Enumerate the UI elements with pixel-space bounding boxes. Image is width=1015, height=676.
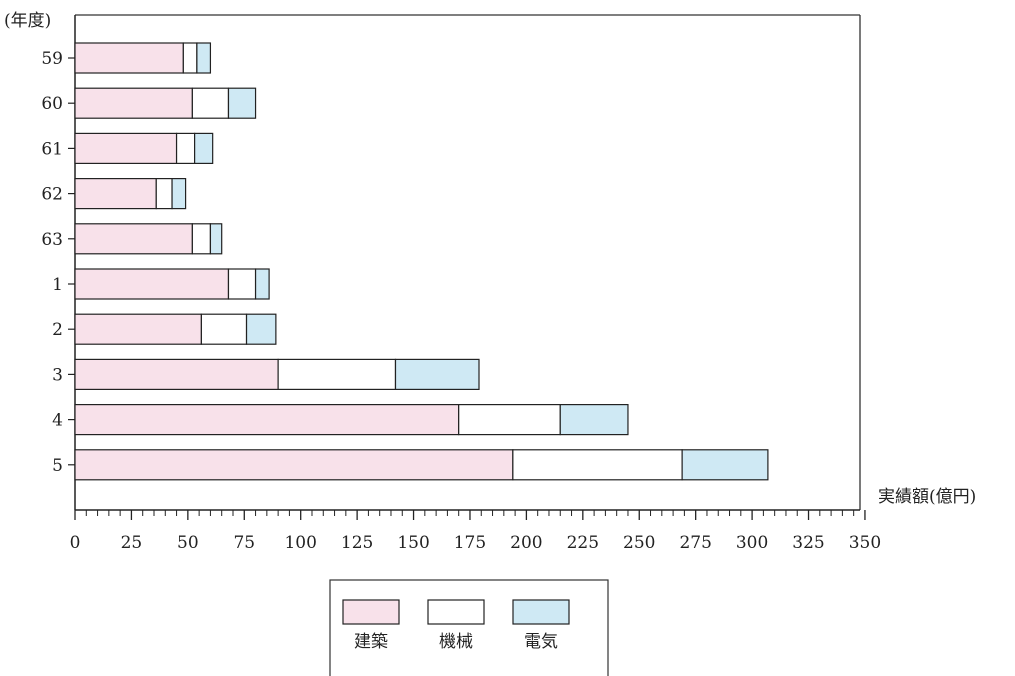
legend-box (329, 579, 609, 676)
legend-label-1: 機械 (439, 632, 473, 652)
bar-4-series-0 (74, 404, 460, 436)
bars (74, 42, 769, 481)
bar-59-series-1 (182, 42, 198, 74)
x-tick-label-150: 150 (397, 533, 429, 553)
bar-62-series-2 (171, 178, 187, 210)
x-tick-label-75: 75 (233, 533, 255, 553)
bar-3-series-1 (277, 358, 397, 390)
x-tick-label-125: 125 (341, 533, 373, 553)
bar-5-series-2 (681, 449, 769, 481)
bar-4-series-2 (559, 404, 629, 436)
y-axis-title: (年度) (4, 11, 51, 31)
legend-swatch-0 (342, 599, 400, 625)
y-tick-label-60: 60 (41, 94, 63, 114)
bar-61-series-2 (194, 132, 214, 164)
bar-2-series-0 (74, 313, 202, 345)
bar-5-series-1 (512, 449, 683, 481)
x-tick-label-250: 250 (623, 533, 655, 553)
legend-swatch-1 (427, 599, 485, 625)
y-tick-label-62: 62 (41, 185, 63, 205)
bar-60-series-0 (74, 87, 193, 119)
x-axis-title: 実績額(億円) (878, 487, 976, 507)
bar-60-series-2 (227, 87, 257, 119)
bar-62-series-0 (74, 178, 157, 210)
bar-60-series-1 (191, 87, 230, 119)
y-tick-label-63: 63 (41, 230, 63, 250)
x-tick-label-325: 325 (792, 533, 824, 553)
bar-5-series-0 (74, 449, 514, 481)
bar-63-series-2 (209, 223, 223, 255)
bar-62-series-1 (155, 178, 173, 210)
bar-3-series-0 (74, 358, 279, 390)
y-axis: 59 60 61 62 63 1 2 3 4 5 (41, 49, 75, 476)
x-tick-label-0: 0 (70, 533, 81, 553)
x-tick-label-350: 350 (849, 533, 881, 553)
x-tick-label-275: 275 (679, 533, 711, 553)
x-tick-label-300: 300 (736, 533, 768, 553)
x-tick-label-50: 50 (177, 533, 199, 553)
y-tick-label-61: 61 (41, 139, 63, 159)
y-tick-label-1: 1 (52, 275, 63, 295)
y-tick-label-5: 5 (52, 456, 63, 476)
bar-59-series-0 (74, 42, 184, 74)
bar-3-series-2 (394, 358, 480, 390)
bar-61-series-0 (74, 132, 178, 164)
y-tick-label-2: 2 (52, 320, 63, 340)
x-tick-label-100: 100 (284, 533, 316, 553)
bar-4-series-1 (458, 404, 561, 436)
legend-swatch-2 (512, 599, 570, 625)
bar-1-series-0 (74, 268, 230, 300)
bar-1-series-1 (227, 268, 257, 300)
y-tick-label-59: 59 (41, 49, 63, 69)
x-tick-label-175: 175 (454, 533, 486, 553)
bar-2-series-2 (245, 313, 277, 345)
x-tick-label-25: 25 (121, 533, 143, 553)
bar-63-series-1 (191, 223, 212, 255)
legend-label-2: 電気 (524, 632, 558, 652)
bar-1-series-2 (254, 268, 270, 300)
y-tick-label-3: 3 (52, 365, 63, 385)
x-tick-label-225: 225 (567, 533, 599, 553)
bar-2-series-1 (200, 313, 248, 345)
legend: 建築 機械 電気 (329, 579, 609, 676)
x-axis: 0 25 50 75 100 125 150 175 200 225 250 275 300 325 350 (70, 510, 881, 553)
legend-label-0: 建築 (354, 632, 388, 652)
bar-63-series-0 (74, 223, 193, 255)
bar-61-series-1 (175, 132, 196, 164)
bar-59-series-2 (196, 42, 212, 74)
y-tick-label-4: 4 (52, 411, 63, 431)
x-tick-label-200: 200 (510, 533, 542, 553)
